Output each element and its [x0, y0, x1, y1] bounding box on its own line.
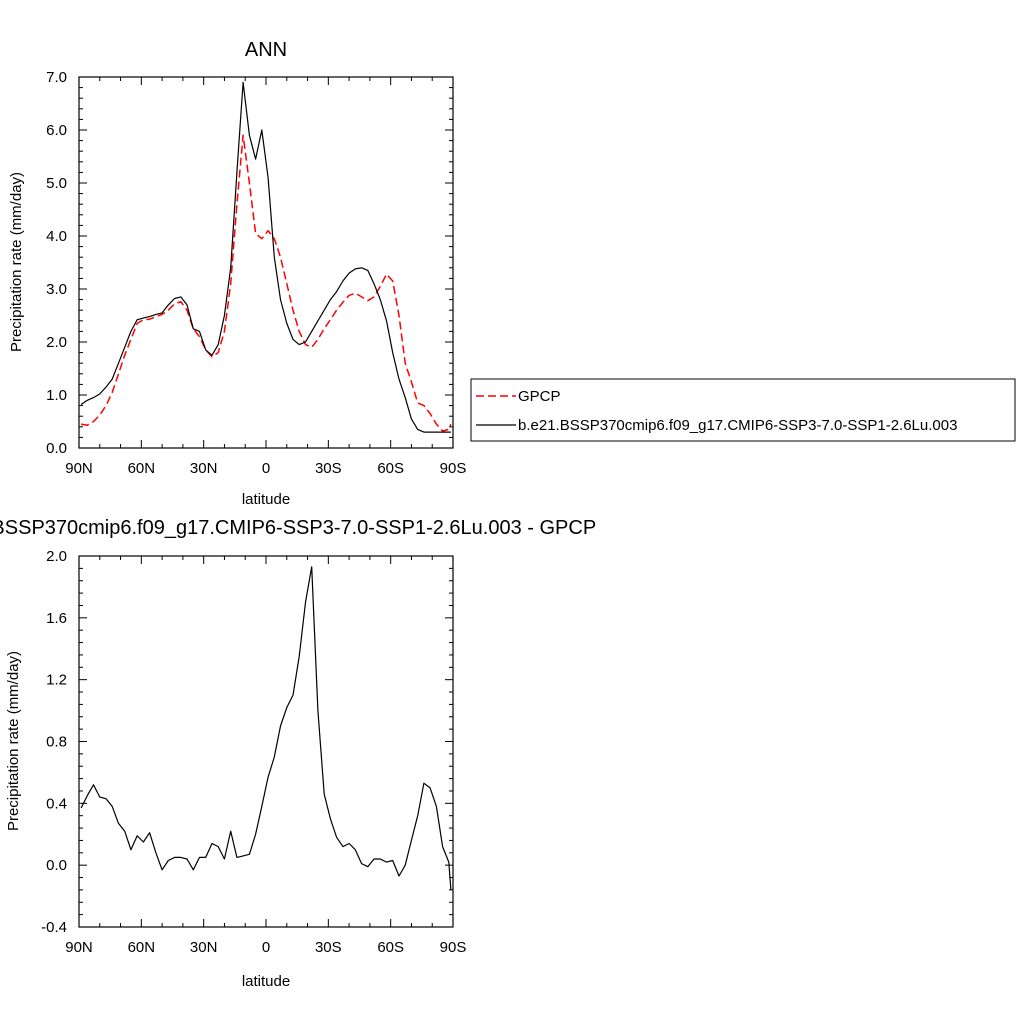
- x-tick-label: 90S: [440, 939, 467, 956]
- legend-box: [470, 378, 1016, 442]
- plot-frame-top: [78, 76, 454, 449]
- tick-labels-bottom: 90N 60N 30N 0 30S 60S 90S -0.4 0.0 0.4 0.8 1.2 1.6 2.…: [41, 548, 466, 956]
- x-tick-label: 90N: [65, 939, 93, 956]
- y-tick-label: 1.0: [46, 387, 67, 404]
- tick-marks-bottom: [78, 555, 454, 928]
- x-tick-label: 90N: [65, 460, 93, 477]
- y-tick-label: 2.0: [46, 548, 67, 565]
- legend-label-model: b.e21.BSSP370cmip6.f09_g17.CMIP6-SSP3-7.…: [518, 417, 957, 434]
- y-axis-label-top: Precipitation rate (mm/day): [8, 172, 25, 352]
- x-tick-label: 60N: [128, 939, 156, 956]
- x-tick-label: 30S: [315, 939, 342, 956]
- y-tick-label: 1.6: [46, 610, 67, 627]
- x-tick-label: 30N: [190, 460, 218, 477]
- x-tick-label: 30S: [315, 460, 342, 477]
- panel-bottom: b.e21.BSSP370cmip6.f09_g17.CMIP6-SSP3-7.…: [0, 517, 596, 990]
- plot-frame-bottom: [78, 555, 454, 928]
- x-axis-label-bottom: latitude: [242, 973, 290, 990]
- tick-marks-top: [78, 76, 454, 449]
- y-tick-label: 3.0: [46, 281, 67, 298]
- x-tick-label: 90S: [440, 460, 467, 477]
- y-tick-label: 0.4: [46, 795, 67, 812]
- x-tick-label: 0: [262, 460, 270, 477]
- x-axis-label-top: latitude: [242, 491, 290, 508]
- y-tick-label: 5.0: [46, 175, 67, 192]
- series-line-gpcp: [80, 134, 452, 432]
- x-tick-label: 60S: [377, 939, 404, 956]
- series-line-model: [80, 81, 451, 433]
- y-tick-label: -0.4: [41, 919, 67, 936]
- y-tick-label: 1.2: [46, 672, 67, 689]
- legend-label-gpcp: GPCP: [518, 388, 561, 405]
- panel-top: ANN 90N 60N 30N 0 30S 60S 90S 0.0 1.0 2.0 3.0 4.0 5.…: [8, 39, 466, 508]
- chart-title-top: ANN: [245, 39, 287, 61]
- y-tick-label: 0.8: [46, 734, 67, 751]
- chart-title-bottom: b.e21.BSSP370cmip6.f09_g17.CMIP6-SSP3-7.…: [0, 517, 596, 539]
- y-tick-label: 6.0: [46, 122, 67, 139]
- legend: GPCP b.e21.BSSP370cmip6.f09_g17.CMIP6-SS…: [470, 378, 1016, 442]
- series-group-top: [80, 81, 452, 433]
- x-tick-label: 60S: [377, 460, 404, 477]
- y-tick-label: 0.0: [46, 440, 67, 457]
- y-tick-label: 0.0: [46, 857, 67, 874]
- y-axis-label-bottom: Precipitation rate (mm/day): [5, 651, 22, 831]
- x-tick-label: 0: [262, 939, 270, 956]
- x-tick-label: 60N: [128, 460, 156, 477]
- x-tick-label: 30N: [190, 939, 218, 956]
- y-tick-label: 2.0: [46, 334, 67, 351]
- y-tick-label: 7.0: [46, 69, 67, 86]
- series-group-bottom: [80, 566, 452, 890]
- series-line-difference: [80, 566, 452, 890]
- tick-labels-top: 90N 60N 30N 0 30S 60S 90S 0.0 1.0 2.0 3.0 4.0 5.0 6.0…: [46, 69, 466, 477]
- y-tick-label: 4.0: [46, 228, 67, 245]
